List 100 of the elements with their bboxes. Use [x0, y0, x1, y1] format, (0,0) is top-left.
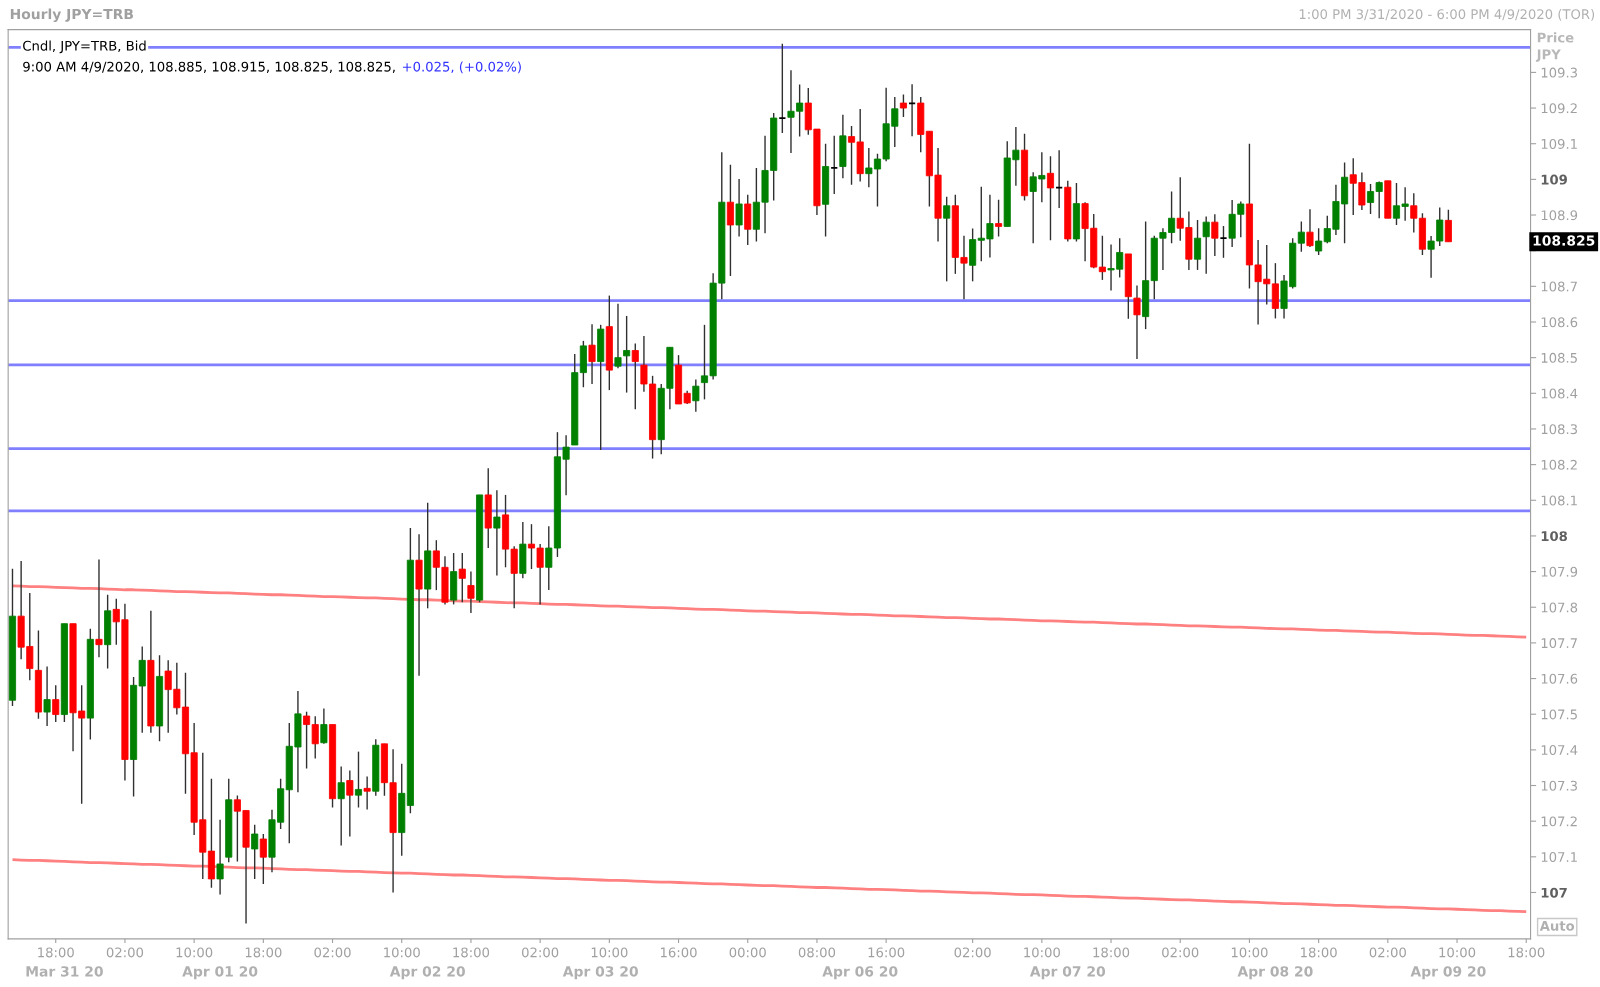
candlestick	[614, 303, 622, 370]
y-tick-label: 108.5	[1541, 352, 1577, 363]
x-tick-label: 10:00	[591, 947, 628, 958]
candlestick	[458, 552, 466, 603]
candlestick	[363, 775, 371, 811]
y-tick-label: 109.1	[1541, 138, 1577, 149]
candlestick	[1202, 215, 1210, 275]
candlestick	[830, 135, 839, 195]
y-tick-label: 107.5	[1541, 709, 1577, 720]
y-tick-label: 107.1	[1541, 852, 1577, 863]
candlestick	[899, 93, 907, 118]
x-tick-label: 18:00	[38, 947, 74, 958]
candlestick	[216, 819, 224, 896]
x-tick-label: 18:00	[245, 947, 282, 958]
x-tick-label: 16:00	[868, 947, 905, 958]
annotation: +0.025, (+0.02%)	[402, 61, 521, 74]
x-tick-label: Apr 06 20	[822, 966, 898, 980]
y-tick-label: 107.9	[1541, 566, 1578, 577]
candlestick	[943, 196, 951, 283]
y-tick-label: 107	[1541, 887, 1567, 898]
y-tick-label: 107.7	[1541, 638, 1577, 649]
candlestick	[1444, 208, 1452, 243]
x-tick-label: 10:00	[384, 947, 420, 958]
x-tick-label: 02:00	[521, 947, 559, 958]
candlestick	[259, 833, 267, 885]
candlestick	[692, 378, 700, 413]
x-tick-label: 02:00	[1162, 947, 1199, 958]
x-tick-label: Mar 31 20	[26, 966, 103, 977]
candlestick	[1211, 213, 1219, 257]
x-tick-label: Apr 08 20	[1237, 966, 1313, 980]
candlestick	[995, 198, 1003, 238]
candlestick	[95, 558, 103, 658]
candlestick	[1306, 208, 1314, 248]
candlestick	[52, 684, 60, 723]
x-tick-label: 00:00	[729, 947, 766, 958]
candlestick	[251, 824, 259, 880]
text: 108.825	[1533, 235, 1595, 246]
x-tick-label: 10:00	[176, 947, 213, 958]
y-tick-label: 108.3	[1541, 424, 1577, 435]
candlestick	[623, 315, 631, 394]
x-tick-label: 18:00	[453, 947, 490, 958]
candlestick	[346, 769, 354, 838]
x-tick-label: Apr 03 20	[562, 966, 638, 980]
candlestick	[1133, 284, 1141, 360]
y-tick-label: 107.2	[1541, 816, 1577, 827]
x-tick-label: 08:00	[798, 947, 836, 958]
candlestick	[1219, 225, 1228, 259]
x-tick-label: 02:00	[1369, 947, 1406, 958]
candlestick	[467, 570, 475, 614]
x-tick-label: 18:00	[1093, 947, 1130, 958]
y-tick-label: 108.1	[1541, 495, 1577, 506]
candlestick	[726, 164, 734, 277]
y-tick-label: 109.3	[1541, 67, 1577, 78]
x-tick-label: Apr 02 20	[389, 966, 465, 980]
x-tick-label: 02:00	[106, 947, 144, 958]
y-tick-label: 107.8	[1541, 602, 1578, 613]
chart-title: Hourly JPY=TRB	[10, 8, 133, 23]
candlestick	[320, 707, 328, 745]
y-tick-label: 108.7	[1541, 281, 1577, 292]
x-tick-label: Apr 01 20	[182, 966, 258, 980]
y-tick-label: 107.6	[1541, 673, 1578, 684]
y-tick-label: 107.4	[1541, 745, 1578, 756]
candlestick	[493, 489, 501, 577]
y-tick-label: 109.2	[1541, 103, 1577, 114]
x-tick-label: 10:00	[1439, 947, 1476, 958]
y-tick-label: 107.3	[1541, 780, 1577, 791]
x-tick-label: Apr 07 20	[1029, 966, 1106, 980]
y-tick-label: 108.4	[1541, 388, 1578, 399]
y-tick-label: 108	[1541, 531, 1568, 542]
x-tick-label: 16:00	[660, 947, 697, 958]
line-series	[11, 584, 1528, 639]
x-tick-label: 18:00	[1508, 947, 1545, 958]
y-tick-label: 109	[1541, 174, 1567, 185]
candlestick	[588, 323, 596, 385]
candlestick	[1315, 227, 1323, 256]
line-series	[11, 858, 1528, 914]
candlestick	[735, 178, 743, 238]
candlestick	[354, 750, 363, 809]
annotation: 9:00 AM 4/9/2020, 108.885, 108.915, 108.825, 108.825,	[23, 61, 395, 73]
x-tick-label: 18:00	[1301, 947, 1337, 958]
y-tick-label: 108.6	[1541, 317, 1578, 328]
x-tick-label: Apr 09 20	[1410, 966, 1486, 980]
x-tick-label: 02:00	[314, 947, 351, 958]
candlestick	[1194, 219, 1202, 271]
y-tick-label: 108.2	[1541, 459, 1577, 470]
x-tick-label: 10:00	[1024, 947, 1060, 958]
candlestick	[337, 765, 345, 847]
candlestick	[778, 43, 787, 134]
candlestick	[1297, 220, 1305, 253]
candlestick	[43, 665, 51, 727]
chart-subtitle: 1:00 PM 3/31/2020 - 6:00 PM 4/9/2020 (TOR)	[1299, 8, 1595, 21]
x-tick-label: 10:00	[1231, 947, 1268, 958]
y-axis-title: Price JPY	[1535, 32, 1574, 62]
candlestick	[1046, 155, 1055, 242]
candlestick	[631, 342, 639, 411]
x-tick-label: 02:00	[954, 947, 991, 958]
annotation: Cndl, JPY=TRB, Bid	[23, 40, 146, 54]
y-tick-label: 108.9	[1541, 210, 1578, 221]
text: Auto	[1539, 921, 1575, 931]
candlestick	[1098, 235, 1106, 281]
